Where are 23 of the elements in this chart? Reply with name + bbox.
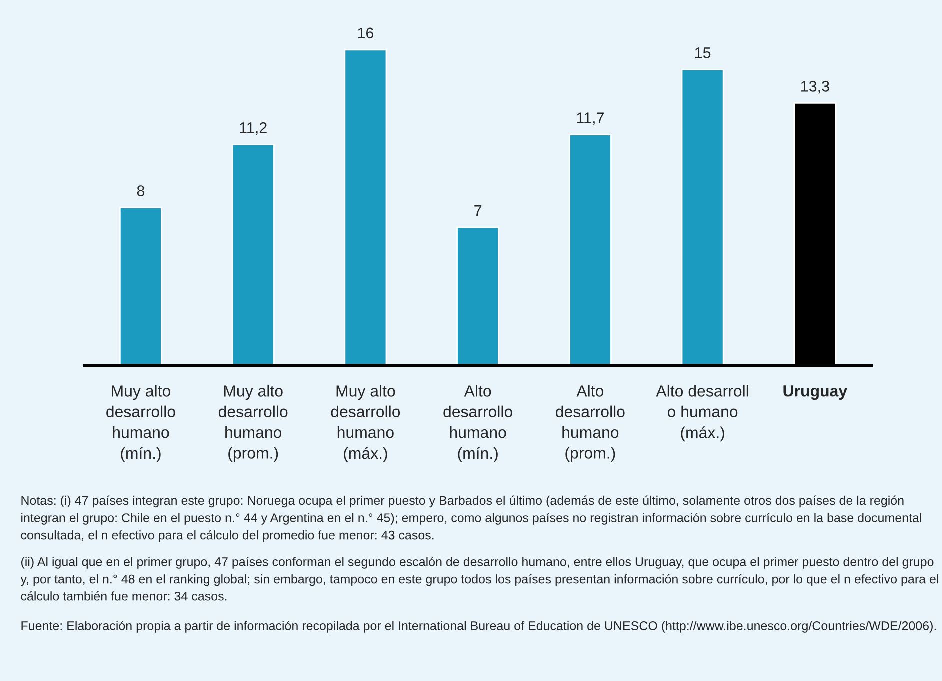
x-tick-label: Uruguay [784,386,848,400]
data-label: 11,2 [240,122,267,136]
data-label: 16 [358,28,374,39]
bar [456,226,500,366]
x-tick-label: Alto desarrollo humano (mín.) [444,385,512,462]
source-note: Fuente: Elaboración propia a partir de información recopilada por el International Bureau of Education de UNESCO (http://www.ibe.unesco.org/Countries/WDE/2006). [22,621,936,633]
x-tick-label: Alto desarroll o humano (máx.) [656,385,748,442]
data-label: 11,7 [577,112,604,126]
data-label: 13,3 [801,81,830,94]
x-tick-label: Muy alto desarrollo humano (máx.) [331,385,400,462]
data-label: 8 [137,186,145,196]
data-label: 15 [695,48,711,58]
bar [232,144,275,366]
text: (ii) Al igual que en el primer grupo, 47 países conforman el segundo escalón de desarrollo humano, entre ellos Uruguay, que ocupa el primer puesto dentro del grupo y, por tanto, el n.° 48 en el ranking global; sin embargo, tampoco en este grupo todos los países presentan información sobre currículo, por lo que el n efectivo para el cálculo también fue menor: 34 casos. [20,557,938,601]
bar [119,207,162,366]
x-tick-label: Alto desarrollo humano (prom.) [556,385,625,462]
text: Notas: (i) 47 países integran este grupo: Noruega ocupa el primer puesto y Barbados el último (además de este último, solamente otros dos países de la región integran el grupo: Chile en el puesto n.° 44 y Argentina en el n.° 45); empero, como algunos países no registran información sobre currículo en la base documental consultada, el n efectivo para el cálculo del promedio fue menor: 43 casos. [21,496,922,542]
data-label: 7 [474,206,482,216]
x-tick-label: Muy alto desarrollo humano (prom.) [218,385,288,462]
x-tick-label: Muy alto desarrollo humano (mín.) [106,385,176,462]
bar [568,134,612,366]
bar [344,49,388,366]
bar [681,69,724,366]
